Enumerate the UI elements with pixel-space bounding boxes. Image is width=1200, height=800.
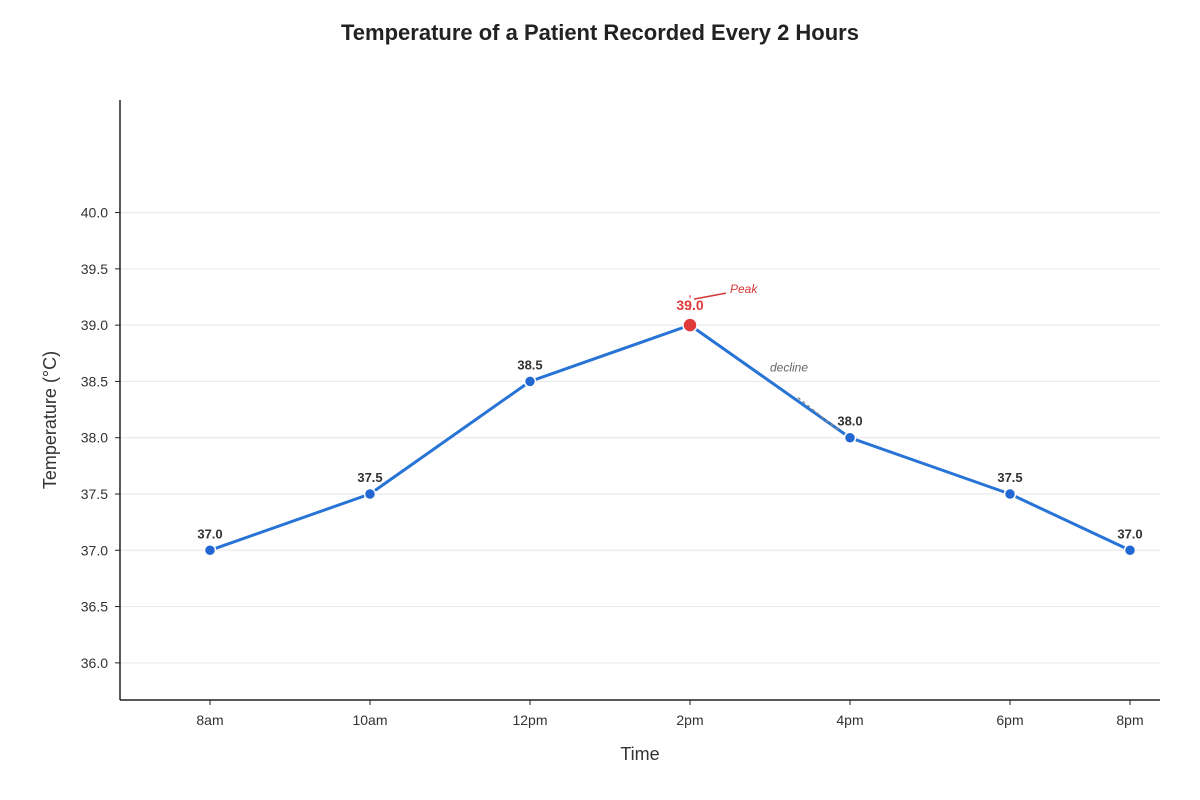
- grid-lines: [120, 212, 1160, 664]
- decline-pointer: [797, 397, 839, 431]
- y-tick-label: 37.0: [81, 542, 108, 558]
- peak-arrow: [693, 292, 727, 300]
- y-tick-label: 39.5: [81, 261, 108, 277]
- data-label: 37.0: [1117, 526, 1142, 541]
- y-tick-label: 36.0: [81, 655, 108, 671]
- data-label: 38.0: [837, 414, 862, 429]
- y-tick-label: 37.5: [81, 486, 108, 502]
- peak-data-point: [682, 317, 698, 333]
- x-tick-label: 12pm: [512, 712, 547, 728]
- x-tick-label: 8pm: [1116, 712, 1143, 728]
- peak-data-label: 39.0: [676, 297, 703, 313]
- peak-annotation: Peak: [730, 282, 758, 296]
- data-label: 37.5: [357, 470, 382, 485]
- data-point: [843, 431, 857, 444]
- y-tick-label: 40.0: [81, 205, 108, 221]
- data-point: [363, 487, 377, 501]
- data-point: [1123, 544, 1137, 557]
- x-axis-label: Time: [620, 744, 659, 764]
- y-tick-label: 36.5: [81, 599, 108, 615]
- data-label: 37.5: [997, 470, 1022, 485]
- tick-labels: 36.0 36.5 37.0 37.5 38.0 38.5 39.0 39.5 40.0 8am 1…: [81, 205, 1144, 728]
- decline-annotation: decline: [770, 361, 808, 375]
- axes: [115, 100, 1160, 705]
- x-tick-label: 2pm: [676, 712, 703, 728]
- x-tick-label: 10am: [352, 712, 387, 728]
- data-labels: 37.0 37.5 38.5 39.0 38.0 37.5 37.0: [197, 297, 1142, 541]
- data-label: 37.0: [197, 526, 222, 541]
- x-tick-label: 8am: [196, 712, 223, 728]
- data-point: [203, 544, 217, 557]
- chart-title: Temperature of a Patient Recorded Every …: [341, 20, 859, 45]
- x-tick-label: 4pm: [836, 712, 863, 728]
- data-points: [203, 317, 1137, 557]
- y-tick-label: 38.5: [81, 373, 108, 389]
- y-tick-label: 39.0: [81, 317, 108, 333]
- data-label: 38.5: [517, 357, 542, 372]
- data-point: [523, 375, 537, 388]
- x-tick-label: 6pm: [996, 712, 1023, 728]
- y-tick-label: 38.0: [81, 430, 108, 446]
- annotations: Peak decline: [689, 282, 839, 431]
- data-point: [1003, 487, 1017, 501]
- y-axis-label: Temperature (°C): [40, 351, 60, 489]
